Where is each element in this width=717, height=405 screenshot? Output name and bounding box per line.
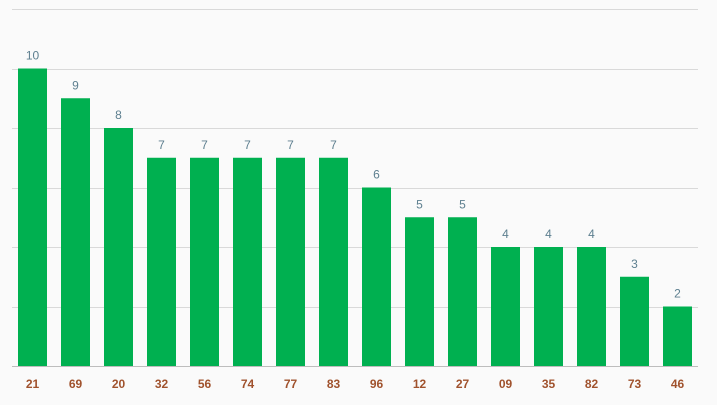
value-label-73: 3	[631, 257, 638, 271]
value-label-46: 2	[674, 287, 681, 301]
value-label-21: 10	[26, 49, 40, 63]
bar-73	[620, 276, 649, 366]
value-label-35: 4	[545, 227, 552, 241]
x-tick-label-56: 56	[198, 377, 212, 391]
bar-46	[663, 306, 692, 366]
value-label-77: 7	[287, 138, 294, 152]
bar-74	[233, 157, 262, 366]
bar-09	[491, 247, 520, 366]
value-label-69: 9	[72, 78, 79, 92]
x-tick-label-83: 83	[327, 377, 341, 391]
value-label-32: 7	[158, 138, 165, 152]
value-label-82: 4	[588, 227, 595, 241]
value-label-20: 8	[115, 108, 122, 122]
bar-21	[18, 68, 47, 366]
value-label-83: 7	[330, 138, 337, 152]
x-tick-label-12: 12	[413, 377, 427, 391]
value-label-96: 6	[373, 168, 380, 182]
bar-20	[104, 128, 133, 366]
bar-32	[147, 157, 176, 366]
x-tick-label-96: 96	[370, 377, 384, 391]
x-tick-label-46: 46	[671, 377, 685, 391]
x-tick-label-27: 27	[456, 377, 470, 391]
bar-96	[362, 187, 391, 366]
value-label-09: 4	[502, 227, 509, 241]
bar-69	[61, 98, 90, 366]
bar-56	[190, 157, 219, 366]
bar-77	[276, 157, 305, 366]
x-tick-label-32: 32	[155, 377, 169, 391]
data-labels: 10 9 8 7 7 7 7 7 6 5 5 4 4 4 3 2	[26, 49, 681, 301]
x-tick-label-82: 82	[585, 377, 599, 391]
x-tick-label-21: 21	[26, 377, 40, 391]
value-label-56: 7	[201, 138, 208, 152]
x-tick-label-74: 74	[241, 377, 255, 391]
x-tick-label-73: 73	[628, 377, 642, 391]
x-tick-label-69: 69	[69, 377, 83, 391]
bars	[18, 68, 692, 366]
x-tick-label-09: 09	[499, 377, 513, 391]
x-tick-label-35: 35	[542, 377, 556, 391]
value-label-74: 7	[244, 138, 251, 152]
x-tick-label-20: 20	[112, 377, 126, 391]
bar-82	[577, 247, 606, 366]
bar-83	[319, 157, 348, 366]
x-tick-labels: 21 69 20 32 56 74 77 83 96 12 27 09 35 82 73 46	[26, 377, 685, 391]
bar-35	[534, 247, 563, 366]
value-label-12: 5	[416, 197, 423, 211]
value-label-27: 5	[459, 197, 466, 211]
bar-12	[405, 217, 434, 366]
x-tick-label-77: 77	[284, 377, 298, 391]
bar-27	[448, 217, 477, 366]
